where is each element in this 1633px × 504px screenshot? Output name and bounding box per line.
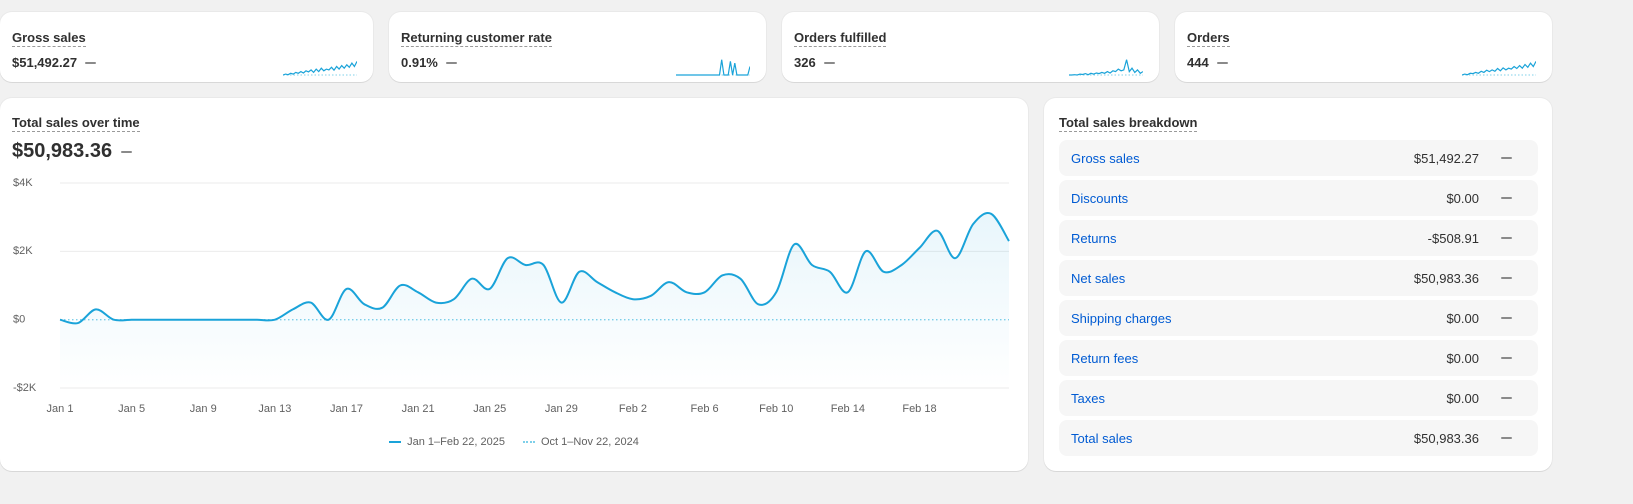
x-tick-label: Feb 2 [619, 403, 647, 415]
dash-icon [1501, 437, 1512, 439]
dash-icon [1501, 317, 1512, 319]
sparkline-line [1462, 61, 1536, 76]
breakdown-row-shipping-charges: Shipping charges $0.00 [1059, 300, 1538, 336]
metric-card-orders-fulfilled[interactable]: Orders fulfilled 326 [782, 12, 1159, 82]
chart-legend: Jan 1–Feb 22, 2025 Oct 1–Nov 22, 2024 [0, 436, 1028, 448]
breakdown-row-return-fees: Return fees $0.00 [1059, 340, 1538, 376]
breakdown-row-total-sales: Total sales $50,983.36 [1059, 420, 1538, 456]
x-tick-label: Feb 14 [831, 403, 865, 415]
breakdown-label[interactable]: Return fees [1071, 350, 1139, 366]
breakdown-row-taxes: Taxes $0.00 [1059, 380, 1538, 416]
breakdown-list: Gross sales $51,492.27 Discounts $0.00 R… [1059, 140, 1538, 460]
metric-value: 326 [794, 55, 835, 70]
metric-title[interactable]: Returning customer rate [401, 30, 552, 47]
x-tick-label: Jan 13 [258, 403, 291, 415]
sparkline [1069, 59, 1143, 76]
y-tick-label: -$2K [13, 382, 37, 394]
legend-swatch-dotted [523, 441, 535, 443]
sales-over-time-card: Total sales over time $50,983.36 $4K $2K $… [0, 98, 1028, 471]
breakdown-row-discounts: Discounts $0.00 [1059, 180, 1538, 216]
breakdown-label[interactable]: Discounts [1071, 190, 1129, 206]
sparkline [676, 59, 750, 76]
x-tick-label: Jan 5 [118, 403, 145, 415]
legend-item-previous[interactable]: Oct 1–Nov 22, 2024 [523, 436, 639, 448]
dash-icon [1501, 397, 1512, 399]
breakdown-row-returns: Returns -$508.91 [1059, 220, 1538, 256]
dash-icon [85, 61, 97, 64]
breakdown-label[interactable]: Total sales [1071, 430, 1133, 446]
breakdown-label[interactable]: Net sales [1071, 270, 1126, 286]
x-tick-label: Feb 6 [691, 403, 719, 415]
sales-over-time-title[interactable]: Total sales over time [12, 115, 140, 132]
legend-item-current[interactable]: Jan 1–Feb 22, 2025 [389, 436, 505, 448]
sparkline-line [676, 59, 750, 76]
x-tick-label: Jan 25 [473, 403, 506, 415]
x-tick-label: Feb 10 [759, 403, 793, 415]
sales-breakdown-title[interactable]: Total sales breakdown [1059, 115, 1198, 132]
metric-value: $51,492.27 [12, 55, 97, 70]
x-tick-label: Jan 21 [402, 403, 435, 415]
dash-icon [1216, 61, 1228, 64]
breakdown-value: $50,983.36 [1413, 270, 1479, 286]
y-tick-label: $0 [13, 314, 25, 326]
metric-value-text: $51,492.27 [12, 55, 78, 70]
sales-breakdown-card: Total sales breakdown Gross sales $51,49… [1044, 98, 1552, 471]
metric-value-text: 326 [794, 55, 816, 70]
legend-swatch-solid [389, 441, 402, 443]
metric-card-returning-customer-rate[interactable]: Returning customer rate 0.91% [389, 12, 766, 82]
breakdown-value: -$508.91 [1427, 230, 1479, 246]
dash-icon [823, 61, 835, 64]
breakdown-value: $50,983.36 [1413, 430, 1479, 446]
sales-chart[interactable]: $4K $2K $0 -$2K Jan 1 Jan 5 Jan 9 Jan 13 Jan 17 J… [0, 98, 1028, 428]
dash-icon [1501, 237, 1512, 239]
x-tick-label: Jan 17 [330, 403, 363, 415]
total-sales-value-text: $50,983.36 [12, 140, 113, 162]
breakdown-label[interactable]: Gross sales [1071, 150, 1140, 166]
dash-icon [1501, 277, 1512, 279]
breakdown-label[interactable]: Returns [1071, 230, 1117, 246]
dash-icon [1501, 197, 1512, 199]
x-tick-label: Feb 18 [902, 403, 936, 415]
breakdown-label[interactable]: Taxes [1071, 390, 1105, 406]
breakdown-label[interactable]: Shipping charges [1071, 310, 1172, 326]
breakdown-value: $0.00 [1446, 190, 1479, 206]
dash-icon [445, 61, 457, 64]
x-tick-label: Jan 1 [47, 403, 74, 415]
breakdown-value: $0.00 [1446, 310, 1479, 326]
legend-label: Jan 1–Feb 22, 2025 [407, 436, 505, 448]
dash-icon [1501, 157, 1512, 159]
sparkline-line [1069, 59, 1143, 76]
metric-card-gross-sales[interactable]: Gross sales $51,492.27 [0, 12, 373, 82]
series-current-line [59, 212, 1010, 325]
breakdown-value: $51,492.27 [1413, 150, 1479, 166]
dash-icon [121, 150, 133, 153]
sparkline [1462, 61, 1536, 76]
total-sales-value: $50,983.36 [12, 140, 133, 163]
metric-title[interactable]: Gross sales [12, 30, 86, 47]
y-tick-label: $4K [13, 177, 33, 189]
sparkline-line [283, 61, 357, 76]
x-tick-label: Jan 29 [545, 403, 578, 415]
sparkline [283, 61, 357, 76]
breakdown-row-gross-sales: Gross sales $51,492.27 [1059, 140, 1538, 176]
metric-card-orders[interactable]: Orders 444 [1175, 12, 1552, 82]
metric-value: 0.91% [401, 55, 457, 70]
y-tick-label: $2K [13, 245, 33, 257]
breakdown-row-net-sales: Net sales $50,983.36 [1059, 260, 1538, 296]
breakdown-value: $0.00 [1446, 350, 1479, 366]
series-current-area [60, 213, 1009, 388]
legend-label: Oct 1–Nov 22, 2024 [541, 436, 639, 448]
metric-title[interactable]: Orders fulfilled [794, 30, 887, 47]
dash-icon [1501, 357, 1512, 359]
metric-value-text: 444 [1187, 55, 1209, 70]
metric-value: 444 [1187, 55, 1228, 70]
breakdown-value: $0.00 [1446, 390, 1479, 406]
x-tick-label: Jan 9 [190, 403, 217, 415]
metric-title[interactable]: Orders [1187, 30, 1230, 47]
metric-value-text: 0.91% [401, 55, 438, 70]
